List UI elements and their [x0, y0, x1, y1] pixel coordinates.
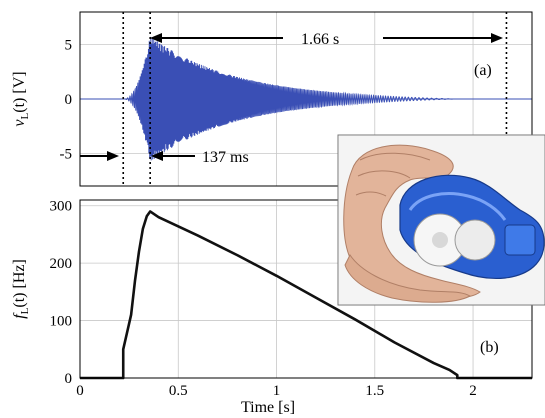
- ytick-label: 0: [65, 92, 73, 108]
- arrowhead-right-icon: [491, 33, 503, 43]
- ylabel-a: vL(t) [V]: [11, 71, 31, 126]
- xtick-label: 0: [76, 383, 84, 399]
- xtick-label: 0.5: [169, 383, 188, 399]
- xtick-label: 2: [469, 383, 477, 399]
- ytick-label: 0: [65, 371, 73, 387]
- xtick-label: 1: [273, 383, 281, 399]
- device-disc-right-icon: [454, 219, 496, 261]
- ytick-label: 300: [50, 199, 73, 215]
- thumb-icon: [344, 254, 472, 303]
- panel-a: 5 0 -5 1.66 s 137 ms (a) vL(t) [V]: [11, 11, 533, 187]
- hand-holding-device-photo: [337, 134, 545, 306]
- yticks-a: 5 0 -5: [60, 38, 73, 163]
- arrowhead-left-icon: [150, 33, 162, 43]
- device-hub-icon: [432, 232, 448, 248]
- signal-waveform: [123, 36, 458, 161]
- xlabel: Time [s]: [241, 399, 295, 416]
- xtick-label: 1.5: [365, 383, 384, 399]
- device-board-icon: [504, 224, 536, 256]
- ylabel-b: fL(t) [Hz]: [11, 259, 31, 319]
- frequency-line: [80, 210, 532, 380]
- arrowhead-left-icon: [151, 151, 163, 161]
- span-annotation-1-66: 1.66 s: [150, 31, 503, 48]
- panel-label-b: (b): [480, 339, 499, 356]
- ytick-label: -5: [60, 146, 73, 162]
- annotation-137ms: 137 ms: [202, 149, 249, 166]
- span-annotation-137: 137 ms: [80, 149, 249, 166]
- yticks-b: 300 200 100 0: [50, 199, 73, 387]
- ytick-label: 200: [50, 256, 73, 272]
- panel-label-a: (a): [474, 62, 492, 79]
- device-highlight-icon: [408, 192, 507, 221]
- ytick-label: 5: [65, 38, 73, 54]
- finger-lines-icon: [355, 152, 431, 197]
- frame-a: [79, 11, 533, 187]
- annotation-1-66s: 1.66 s: [301, 31, 339, 48]
- ytick-label: 100: [50, 314, 73, 330]
- arrowhead-right-icon: [107, 151, 119, 161]
- xticks-b: 0 0.5 1 1.5 2: [76, 383, 477, 399]
